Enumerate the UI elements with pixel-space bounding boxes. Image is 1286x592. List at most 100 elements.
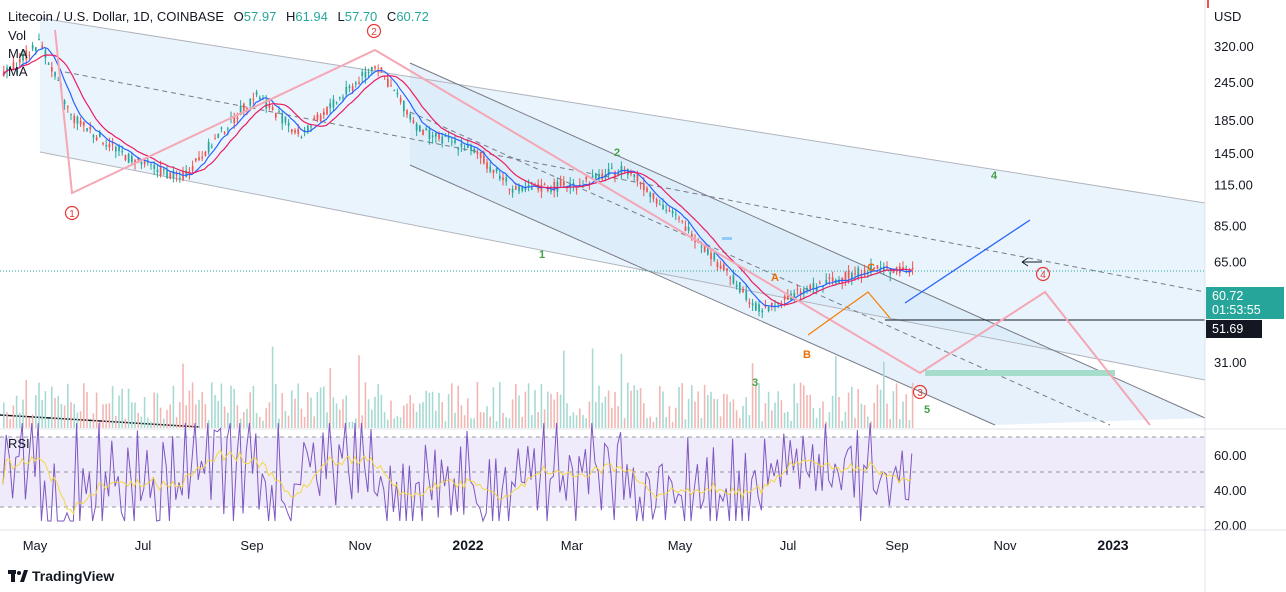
candle-body bbox=[543, 184, 546, 186]
candle-body bbox=[204, 151, 207, 157]
candle-body bbox=[886, 266, 888, 268]
volume-bar bbox=[332, 397, 335, 428]
candle-body bbox=[217, 133, 220, 138]
volume-bar bbox=[121, 388, 123, 428]
volume-bar bbox=[28, 417, 31, 428]
volume-bar bbox=[175, 417, 178, 428]
volume-bar bbox=[287, 415, 290, 428]
volume-bar bbox=[831, 395, 834, 428]
indicator-rsi[interactable]: RSI bbox=[8, 436, 30, 451]
volume-bar bbox=[329, 368, 331, 428]
candle-body bbox=[252, 98, 255, 100]
volume-bar bbox=[115, 415, 117, 428]
volume-bar bbox=[777, 391, 779, 428]
candle-body bbox=[307, 125, 309, 132]
volume-bar bbox=[495, 421, 498, 428]
indicator-ma-2[interactable]: MA bbox=[8, 64, 28, 79]
volume-bar bbox=[876, 384, 879, 428]
candle-body bbox=[473, 148, 476, 153]
candle-body bbox=[745, 290, 748, 300]
candle-body bbox=[201, 156, 204, 159]
volume-bar bbox=[25, 379, 27, 428]
x-tick-label: 2022 bbox=[452, 537, 483, 553]
volume-bar bbox=[847, 392, 850, 428]
volume-bar bbox=[867, 416, 869, 428]
candle-body bbox=[783, 295, 786, 300]
volume-bar bbox=[323, 386, 325, 428]
candle-body bbox=[195, 158, 197, 161]
candle-body bbox=[348, 86, 351, 89]
candle-body bbox=[825, 279, 828, 285]
volume-bar bbox=[636, 390, 639, 428]
volume-bar bbox=[854, 417, 856, 428]
candle-body bbox=[870, 264, 872, 270]
elliott-wave-path bbox=[54, 29, 1151, 426]
volume-bar bbox=[54, 397, 56, 428]
volume-bar bbox=[470, 418, 472, 428]
volume-bar bbox=[803, 385, 805, 428]
volume-bar bbox=[697, 391, 699, 428]
y-tick-label: 31.00 bbox=[1214, 355, 1247, 370]
candle-body bbox=[799, 291, 802, 294]
candle-body bbox=[739, 282, 741, 293]
wave-label-green: 5 bbox=[924, 404, 930, 416]
candle-body bbox=[902, 267, 904, 270]
volume-bar bbox=[403, 405, 405, 428]
symbol-title: Litecoin / U.S. Dollar, 1D, COINBASE bbox=[8, 9, 225, 24]
candle-body bbox=[467, 143, 469, 148]
candle-body bbox=[438, 132, 440, 139]
candle-body bbox=[175, 174, 178, 176]
candle-body bbox=[6, 67, 8, 72]
volume-bar bbox=[483, 412, 485, 428]
volume-bar bbox=[300, 408, 303, 428]
candle-body bbox=[479, 152, 482, 158]
candle-body bbox=[351, 86, 354, 91]
y-tick-label: 145.00 bbox=[1214, 146, 1254, 161]
corrective-label: C bbox=[867, 262, 875, 274]
candle-body bbox=[793, 293, 796, 298]
volume-bar bbox=[723, 393, 725, 428]
volume-bar bbox=[518, 395, 520, 428]
volume-bar bbox=[441, 402, 443, 428]
candle-body bbox=[742, 288, 744, 292]
candle-body bbox=[815, 287, 818, 292]
volume-bars bbox=[3, 346, 914, 428]
volume-bar bbox=[246, 408, 248, 428]
candle-body bbox=[451, 141, 453, 143]
volume-bar bbox=[307, 392, 309, 428]
volume-bar bbox=[691, 385, 693, 428]
candle-body bbox=[281, 113, 284, 124]
candle-body bbox=[607, 168, 610, 176]
volume-bar bbox=[230, 385, 232, 428]
volume-bar bbox=[217, 400, 219, 428]
volume-bar bbox=[511, 399, 514, 428]
volume-bar bbox=[524, 391, 527, 428]
volume-bar bbox=[911, 382, 914, 428]
indicator-vol[interactable]: Vol bbox=[8, 28, 27, 43]
candle-body bbox=[803, 289, 805, 294]
y-tick-label: 185.00 bbox=[1214, 113, 1254, 128]
x-tick-label: 2023 bbox=[1097, 537, 1128, 553]
candle-body bbox=[585, 176, 588, 180]
volume-bar bbox=[284, 410, 287, 428]
volume-bar bbox=[345, 395, 347, 428]
candle-body bbox=[515, 186, 517, 190]
candle-body bbox=[284, 116, 287, 123]
volume-bar bbox=[579, 408, 581, 428]
candle-body bbox=[556, 181, 559, 192]
x-tick-label: Sep bbox=[885, 538, 908, 553]
volume-bar bbox=[649, 416, 651, 428]
candle-body bbox=[95, 137, 98, 141]
candle-body bbox=[38, 38, 40, 40]
tradingview-logo[interactable]: TradingView bbox=[8, 568, 114, 584]
candle-body bbox=[518, 184, 520, 192]
candle-body bbox=[223, 132, 226, 134]
channel-lower-line bbox=[39, 151, 1206, 381]
close-label: C bbox=[386, 9, 397, 24]
wave-circle-marker bbox=[1035, 266, 1051, 282]
candle-body bbox=[604, 174, 607, 176]
volume-bar bbox=[99, 421, 101, 428]
indicator-ma-1[interactable]: MA bbox=[8, 46, 28, 61]
candle-body bbox=[47, 63, 50, 65]
